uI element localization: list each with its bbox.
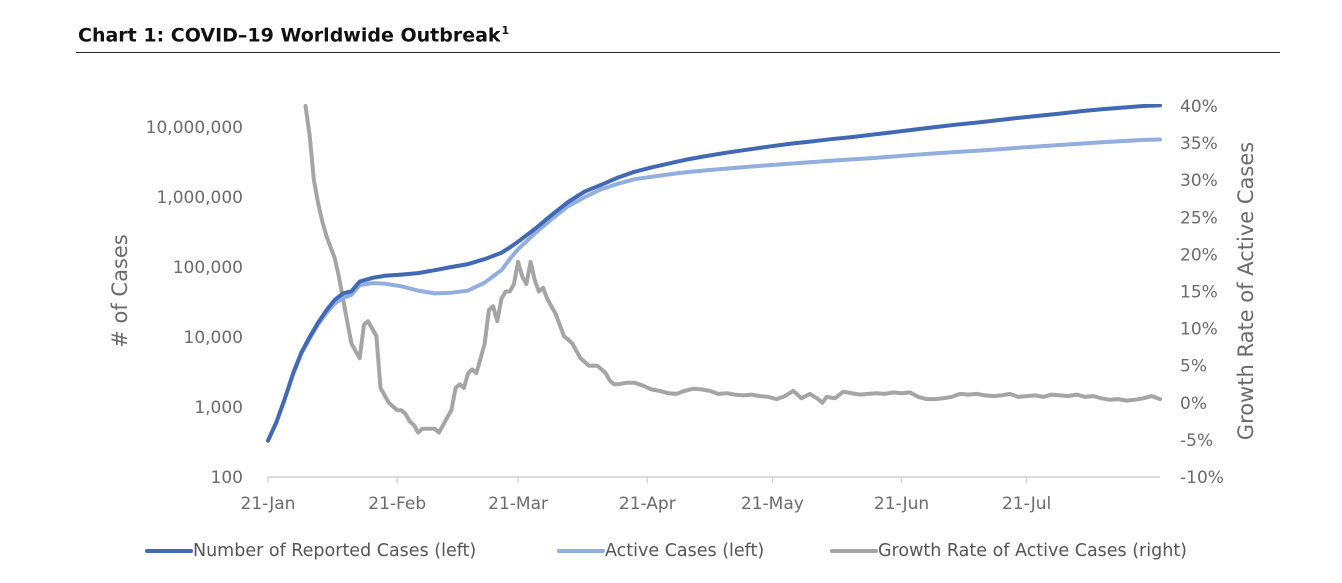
y-right-tick-label: 35% xyxy=(1180,134,1218,154)
legend: Number of Reported Cases (left) Active Ca… xyxy=(0,538,1342,564)
series-line-reported-cases xyxy=(266,104,1162,443)
y-right-tick-label: -10% xyxy=(1180,468,1224,488)
legend-swatch xyxy=(557,549,605,553)
chart-title: Chart 1: COVID–19 Worldwide Outbreak1 xyxy=(78,24,509,46)
y-left-tick-label: 10,000,000 xyxy=(146,118,243,138)
y-left-axis-title: # of Cases xyxy=(108,234,132,348)
y-right-tick-label: 20% xyxy=(1180,245,1218,265)
y-right-tick-label: 5% xyxy=(1180,357,1207,377)
y-right-tick-label: 15% xyxy=(1180,283,1218,303)
y-left-tick-label: 10,000 xyxy=(184,328,243,348)
legend-swatch xyxy=(145,549,193,553)
x-tick-label: 21-Mar xyxy=(488,494,548,514)
y-right-tick-label: 0% xyxy=(1180,394,1207,414)
y-left-tick-label: 1,000,000 xyxy=(156,188,243,208)
y-right-tick-label: 30% xyxy=(1180,171,1218,191)
x-tick-label: 21-May xyxy=(741,494,804,514)
series-line-growth-rate xyxy=(303,104,1162,435)
y-left-tick-label: 100 xyxy=(211,468,243,488)
y-right-axis-title: Growth Rate of Active Cases xyxy=(1234,142,1258,440)
legend-item: Number of Reported Cases (left) xyxy=(145,538,476,564)
chart-title-text: Chart 1: COVID–19 Worldwide Outbreak xyxy=(78,24,501,47)
x-tick-label: 21-Feb xyxy=(368,494,426,514)
legend-swatch xyxy=(830,549,878,553)
x-tick-label: 21-Jan xyxy=(241,494,296,514)
y-right-tick-label: -5% xyxy=(1180,431,1213,451)
y-right-tick-label: 25% xyxy=(1180,208,1218,228)
x-tick-label: 21-Jul xyxy=(1002,494,1051,514)
series-line-active-cases xyxy=(266,137,1162,443)
legend-item: Active Cases (left) xyxy=(557,538,764,564)
title-footnote: 1 xyxy=(501,24,510,37)
y-right-tick-label: 10% xyxy=(1180,320,1218,340)
legend-label: Growth Rate of Active Cases (right) xyxy=(878,541,1188,561)
title-bar: Chart 1: COVID–19 Worldwide Outbreak1 xyxy=(76,22,1280,53)
y-left-tick-label: 100,000 xyxy=(173,258,243,278)
legend-label: Active Cases (left) xyxy=(605,541,765,561)
y-left-tick-label: 1,000 xyxy=(194,398,243,418)
y-right-tick-label: 40% xyxy=(1180,97,1218,117)
legend-label: Number of Reported Cases (left) xyxy=(193,541,477,561)
x-tick-label: 21-Jun xyxy=(874,494,929,514)
x-tick-label: 21-Apr xyxy=(619,494,676,514)
legend-item: Growth Rate of Active Cases (right) xyxy=(830,538,1187,564)
